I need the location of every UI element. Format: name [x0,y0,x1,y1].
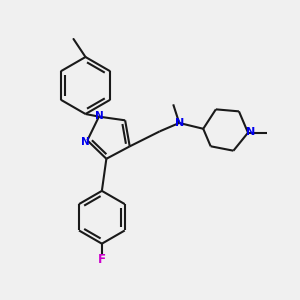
Text: N: N [81,136,90,147]
Text: N: N [246,128,256,137]
Text: N: N [175,118,184,128]
Text: N: N [95,111,103,121]
Text: F: F [98,253,106,266]
